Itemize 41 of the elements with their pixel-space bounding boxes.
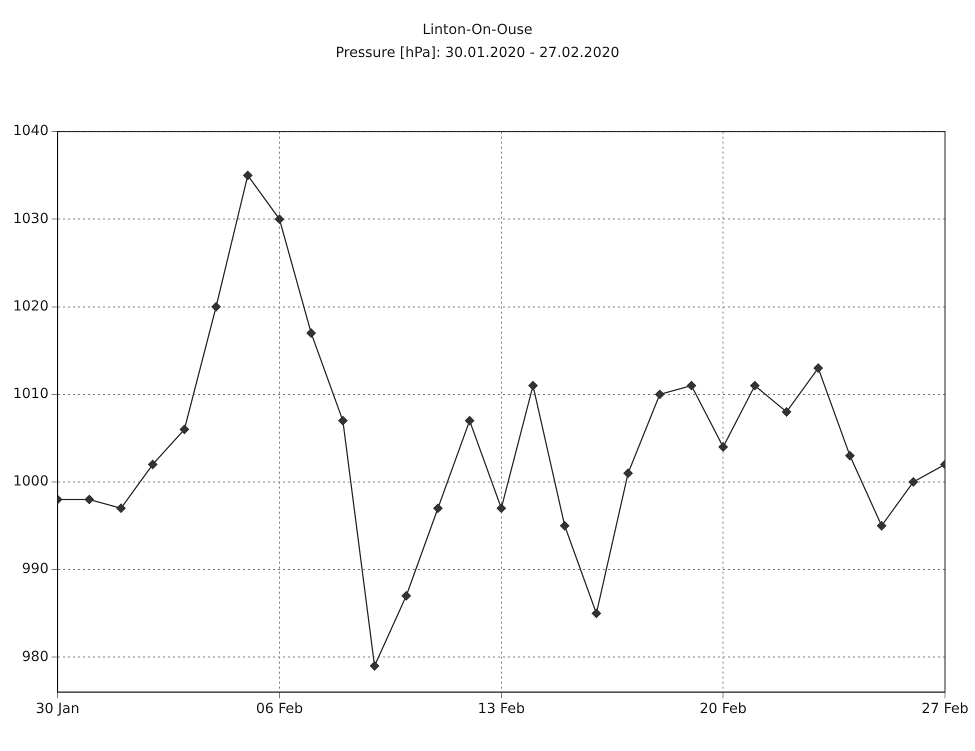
point [211,302,221,312]
chart-title: Linton-On-Ouse [422,22,533,38]
y-tick-label: 990 [22,561,49,578]
point [116,504,126,513]
point [908,477,918,487]
point [306,328,316,338]
point [148,460,158,470]
point [402,591,411,600]
point [876,521,886,530]
point [560,521,570,530]
point [84,494,94,504]
y-tick-label: 1030 [12,210,49,227]
y-tick-label: 1040 [12,123,49,140]
point [180,424,190,434]
y-tick-label: 980 [22,648,49,665]
point [814,363,823,373]
point [623,468,633,478]
chart-subtitle: Pressure [hPa]: 30.01.2020 - 27.02.2020 [336,44,620,61]
x-tick-label: 30 Jan [36,701,80,718]
point [338,416,348,426]
x-tick-label: 06 Feb [256,701,304,718]
point [750,380,760,390]
point [845,451,855,460]
point [433,504,443,513]
point [274,214,284,224]
point [370,661,380,671]
x-tick-label: 20 Feb [700,701,747,718]
point [686,380,696,390]
point [782,407,792,417]
point [655,390,664,400]
y-tick-label: 1000 [12,474,49,490]
point [243,170,252,180]
point [464,416,474,426]
x-tick-label: 27 Feb [921,701,969,718]
point [718,442,728,452]
point [496,504,506,513]
y-tick-label: 1020 [12,298,49,314]
x-tick-label: 13 Feb [478,701,525,718]
point [592,608,602,618]
point [528,380,538,390]
y-tick-label: 1010 [12,386,49,402]
